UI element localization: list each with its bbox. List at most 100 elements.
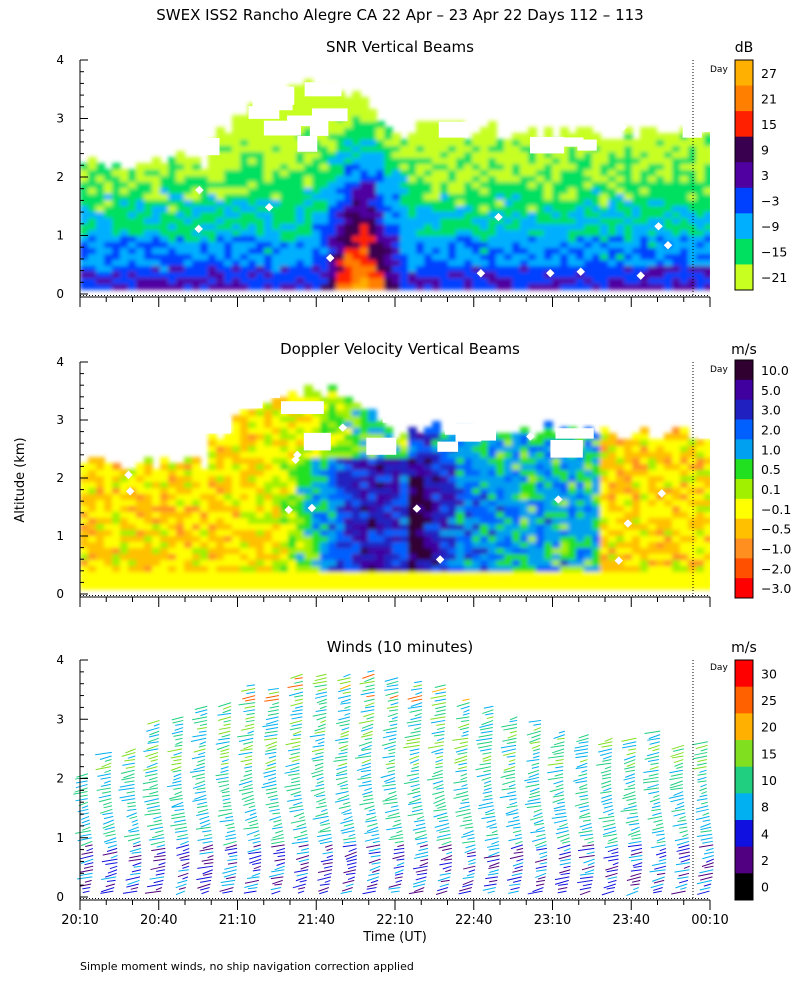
- wind-barb: [129, 847, 142, 853]
- wind-barb: [240, 727, 255, 731]
- wind-barb: [266, 791, 278, 795]
- wind-barb: [491, 840, 499, 845]
- wind-barb: [559, 823, 568, 828]
- wind-barb: [395, 879, 403, 883]
- wind-barb: [79, 794, 88, 797]
- wind-barb: [601, 798, 613, 803]
- wind-barb: [382, 783, 396, 787]
- colorbar-swatch: [735, 85, 753, 112]
- wind-barb: [509, 716, 518, 721]
- wind-barb: [483, 787, 492, 791]
- wind-barb: [459, 741, 469, 745]
- wind-barb: [364, 705, 375, 709]
- wind-barb: [146, 727, 160, 732]
- wind-barb: [371, 862, 381, 865]
- wind-barb: [319, 840, 333, 845]
- wind-barb: [575, 780, 588, 784]
- wind-barb: [649, 766, 659, 770]
- wind-barb: [216, 744, 230, 751]
- wind-barb: [290, 780, 301, 784]
- wind-barb: [427, 744, 444, 749]
- wind-barb: [603, 805, 613, 809]
- doppler-heatmap: [80, 384, 710, 590]
- wind-barb: [84, 879, 92, 883]
- wind-barb: [650, 762, 659, 765]
- wind-barb: [314, 677, 327, 682]
- wind-barb: [276, 862, 286, 866]
- wind-barb: [464, 847, 476, 854]
- wind-barb: [340, 826, 355, 832]
- wind-barb: [105, 872, 117, 878]
- wind-barb: [702, 819, 711, 822]
- wind-barb: [437, 876, 451, 882]
- wind-barb: [296, 872, 308, 877]
- wind-barb: [702, 855, 714, 860]
- wind-barb: [533, 755, 540, 759]
- wind-barb: [706, 858, 715, 863]
- wind-barb: [442, 847, 452, 851]
- wind-barb: [480, 730, 493, 734]
- wind-barb: [218, 702, 232, 708]
- wind-barb: [293, 812, 305, 818]
- wind-barb: [439, 872, 451, 876]
- wind-barb: [394, 872, 404, 876]
- wind-barb: [324, 879, 331, 883]
- wind-barb: [123, 773, 135, 779]
- wind-barb: [475, 766, 492, 771]
- wind-barb: [502, 737, 517, 742]
- wind-barb: [153, 858, 166, 862]
- colorbar-label: 27: [761, 66, 777, 81]
- wind-barb: [80, 833, 92, 837]
- wind-barb: [489, 862, 500, 867]
- wind-barb: [405, 741, 420, 745]
- wind-barb: [195, 826, 211, 830]
- wind-barb: [86, 847, 94, 852]
- wind-barb: [700, 837, 713, 841]
- colorbar-swatch: [735, 187, 753, 214]
- wind-barb: [314, 684, 327, 688]
- wind-barb: [335, 737, 349, 742]
- wind-barb: [574, 744, 589, 749]
- wind-barb: [462, 712, 470, 716]
- wind-barb: [220, 879, 236, 884]
- wind-barb: [621, 737, 637, 742]
- wind-barb: [531, 766, 540, 769]
- wind-barb: [314, 751, 324, 755]
- wind-profile: [237, 684, 262, 894]
- wind-barb: [287, 684, 303, 688]
- wind-barb: [343, 869, 357, 874]
- wind-barb: [528, 719, 542, 723]
- wind-barb: [483, 883, 497, 887]
- wind-barb: [294, 695, 304, 698]
- wind-barb: [524, 776, 540, 782]
- wind-barb: [167, 748, 183, 753]
- wind-barb: [700, 823, 711, 828]
- wind-barb: [531, 837, 547, 842]
- wind-barb: [193, 766, 205, 771]
- wind-barb: [682, 833, 689, 838]
- wind-barb: [133, 865, 142, 868]
- wind-barb: [203, 872, 213, 876]
- wind-profile: [284, 673, 310, 894]
- wind-barb: [435, 766, 443, 769]
- wind-barb: [555, 812, 567, 816]
- wind-barb: [627, 783, 636, 788]
- colorbar-label: −2.0: [761, 561, 791, 576]
- wind-barb: [415, 851, 429, 856]
- wind-barb: [668, 794, 684, 799]
- wind-barb: [573, 748, 589, 752]
- wind-barb: [360, 773, 372, 778]
- wind-barb: [298, 844, 309, 848]
- wind-barb: [200, 879, 212, 883]
- wind-barb: [192, 734, 207, 738]
- wind-barb: [81, 851, 94, 855]
- wind-barb: [142, 794, 159, 798]
- wind-barb: [265, 748, 277, 752]
- wind-barb: [227, 851, 238, 855]
- wind-barb: [267, 712, 279, 716]
- wind-barb: [652, 812, 662, 816]
- wind-barb: [224, 865, 238, 870]
- wind-barb: [509, 883, 521, 886]
- wind-barb: [487, 890, 496, 894]
